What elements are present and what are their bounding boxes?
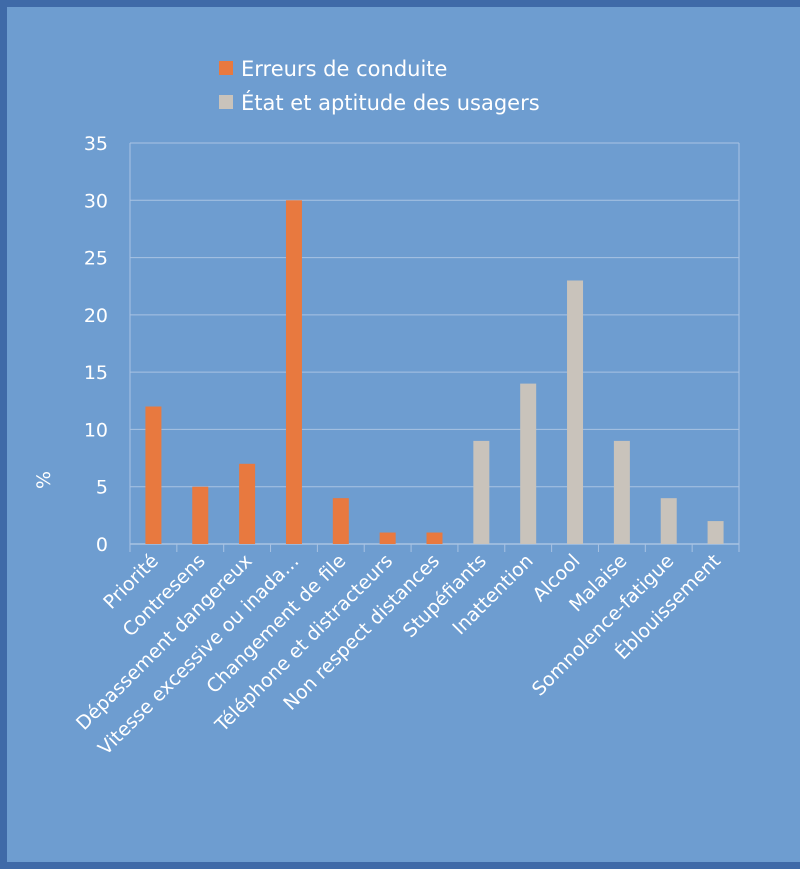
bar-etat-11 — [660, 498, 677, 544]
bar-erreurs-0 — [145, 406, 162, 544]
y-tick-label: 15 — [84, 362, 108, 384]
legend-label-etat: État et aptitude des usagers — [241, 90, 540, 115]
bar-etat-7 — [473, 440, 490, 544]
y-tick-label: 30 — [84, 190, 108, 212]
y-tick-label: 25 — [84, 248, 108, 270]
bar-erreurs-2 — [239, 463, 256, 544]
bar-erreurs-4 — [332, 498, 349, 544]
bar-erreurs-1 — [192, 486, 209, 544]
bar-etat-12 — [707, 521, 724, 544]
bar-etat-10 — [613, 440, 630, 544]
gridlines — [130, 142, 739, 488]
y-tick-label: 0 — [96, 534, 108, 556]
bar-erreurs-5 — [379, 532, 396, 544]
y-axis-label: % — [33, 471, 55, 489]
y-tick-label: 35 — [84, 133, 108, 155]
y-tick-label: 5 — [96, 477, 108, 499]
axes — [129, 143, 740, 552]
legend: Erreurs de conduite État et aptitude des… — [219, 57, 540, 115]
legend-swatch-erreurs — [219, 61, 233, 75]
legend-label-erreurs: Erreurs de conduite — [241, 57, 447, 81]
y-tick-labels: 0 5 10 15 20 25 30 35 — [84, 133, 108, 556]
y-tick-label: 10 — [84, 419, 108, 441]
bar-erreurs-3 — [285, 200, 302, 545]
y-tick-label: 20 — [84, 305, 108, 327]
bar-etat-8 — [520, 383, 537, 544]
bar-erreurs-6 — [426, 532, 443, 544]
legend-swatch-etat — [219, 95, 233, 109]
bars — [145, 200, 724, 545]
bar-etat-9 — [567, 280, 584, 544]
